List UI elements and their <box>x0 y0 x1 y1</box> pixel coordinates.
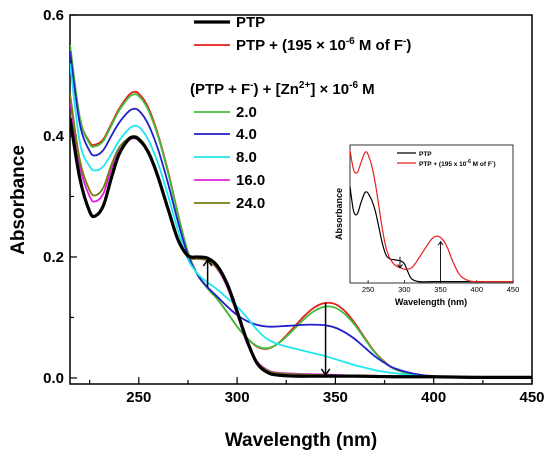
x-tick-label-300: 300 <box>225 389 250 406</box>
y-tick-label-2: 0.4 <box>43 128 65 145</box>
x-tick-label-250: 250 <box>126 389 151 406</box>
y-tick-label-1: 0.2 <box>43 249 64 266</box>
legend-label-4: 4.0 <box>236 126 257 143</box>
inset-chart: 250 300 350 400 450 Wavelength (nm) Absorban… <box>325 140 525 307</box>
inset-legend-label-ptp: PTP <box>419 151 432 158</box>
legend-label-2: 2.0 <box>236 104 257 121</box>
legend: PTP PTP + (195 × 10-6 M of F-) (PTP + F-… <box>190 14 411 212</box>
inset-legend: PTP PTP + (195 x 10-6 M of F-) <box>397 151 496 168</box>
arrow-down-1 <box>320 302 331 377</box>
y-tick-label-0: 0.0 <box>43 370 64 387</box>
inset-series-line-ptp-195-x-10-6-m-of-f <box>350 150 513 283</box>
inset-arrow-up-1 <box>437 240 444 282</box>
x-tick-label-400: 400 <box>421 389 446 406</box>
series-line-2-0 <box>70 45 532 379</box>
y-tick-label-3: 0.6 <box>43 7 64 24</box>
inset-series-line-ptp <box>350 186 513 283</box>
inset-x-tick-label-400: 400 <box>471 285 484 294</box>
inset-frame <box>349 144 514 284</box>
inset-legend-label-ptp-f: PTP + (195 x 10-6 M of F-) <box>419 159 496 168</box>
inset-arrow-down-0 <box>397 256 403 269</box>
inset-x-tick-label-350: 350 <box>434 285 447 294</box>
x-tick-label-350: 350 <box>323 389 348 406</box>
series-line-ptp <box>70 117 532 379</box>
plot-frame <box>69 14 533 385</box>
legend-label-ptp: PTP <box>236 14 265 31</box>
inset-series-group <box>350 150 513 283</box>
inset-x-tick-label-250: 250 <box>362 285 375 294</box>
legend-label-ptp-f: PTP + (195 × 10-6 M of F-) <box>236 36 411 54</box>
y-axis-title: Absorbance <box>8 145 29 255</box>
inset-x-tick-label-450: 450 <box>507 285 520 294</box>
x-tick-label-450: 450 <box>519 389 544 406</box>
inset-x-axis-title: Wavelength (nm) <box>395 297 467 307</box>
inset-background <box>325 140 525 300</box>
inset-arrows <box>397 240 444 282</box>
arrow-up-0 <box>202 258 213 288</box>
inset-x-tick-label-300: 300 <box>398 285 411 294</box>
legend-label-16: 16.0 <box>236 172 265 189</box>
inset-y-axis-title: Absorbance <box>334 188 344 240</box>
legend-label-24: 24.0 <box>236 195 265 212</box>
main-series-group <box>70 45 532 379</box>
main-axis-ticks: 250 300 350 400 450 0.0 0.2 0.4 0.6 <box>43 7 544 406</box>
main-arrows <box>202 258 331 377</box>
legend-label-8: 8.0 <box>236 149 257 166</box>
legend-subheading: (PTP + F-) + [Zn2+] × 10-6 M <box>190 80 375 98</box>
x-axis-title: Wavelength (nm) <box>225 430 377 451</box>
